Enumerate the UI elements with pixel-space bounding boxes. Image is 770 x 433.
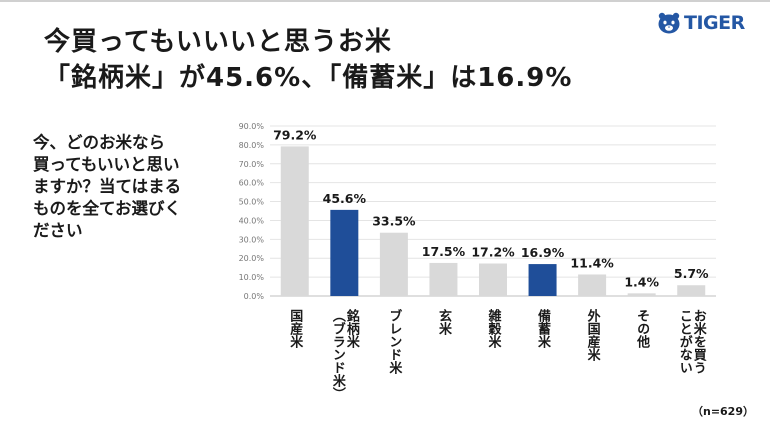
y-tick-label: 50.0% [239, 198, 265, 207]
bar-value-label: 5.7% [674, 266, 709, 281]
y-tick-label: 30.0% [239, 235, 265, 244]
bar-value-label: 16.9% [521, 245, 565, 260]
bar [578, 274, 607, 296]
bar-value-label: 17.2% [471, 245, 515, 260]
y-tick-label: 0.0% [244, 292, 265, 301]
question-line: 今、どのお米なら [33, 133, 165, 152]
category-label: 玄米 [436, 308, 452, 336]
bar [280, 146, 309, 296]
bar-value-label: 17.5% [422, 244, 466, 259]
y-tick-label: 70.0% [239, 160, 265, 169]
category-label: 雑穀米 [486, 308, 503, 349]
question-line: ますか？当てはまる [33, 177, 182, 196]
y-tick-label: 20.0% [239, 254, 265, 263]
bar [379, 232, 408, 296]
category-label: その他 [634, 309, 651, 349]
category-label: 銘柄米 [344, 308, 360, 349]
tiger-head-icon [658, 12, 680, 34]
bar-value-label: 11.4% [570, 255, 614, 270]
tiger-logo: TIGER [657, 11, 761, 35]
survey-question: 今、どのお米なら 買ってもいいと思い ますか？当てはまる ものを全てお選びく だ… [33, 132, 233, 242]
bar [528, 264, 557, 296]
category-label: 外国産米 [585, 308, 602, 362]
bar-value-label: 33.5% [372, 214, 416, 229]
category-label: お米を買う [691, 309, 707, 374]
bar-value-label: 1.4% [624, 274, 659, 289]
title-line-1: 今買ってもいいいと思うお米 [44, 27, 392, 57]
category-label: ことがない [677, 309, 693, 374]
bar [330, 209, 359, 296]
category-label: 備蓄米 [535, 308, 551, 349]
top-divider [0, 0, 770, 2]
bar [429, 262, 458, 296]
y-tick-label: 10.0% [239, 273, 265, 282]
y-tick-label: 90.0% [239, 122, 265, 131]
sample-size-note: （n=629） [691, 405, 754, 418]
category-label: ブレンド米 [386, 308, 402, 375]
bar-value-label: 79.2% [273, 127, 317, 142]
bar [479, 263, 507, 296]
title-line-2: 「銘柄米」が45.6%、「備蓄米」は16.9% [44, 63, 573, 93]
category-label: （ブランド米） [330, 309, 347, 400]
bar [677, 285, 706, 296]
y-tick-label: 60.0% [239, 179, 265, 188]
question-line: ものを全てお選びく [33, 199, 182, 218]
logo-text: TIGER [684, 12, 745, 34]
category-label: 国産米 [287, 309, 303, 349]
question-line: 買ってもいいと思い [33, 155, 180, 174]
bar [627, 293, 656, 296]
y-tick-label: 80.0% [239, 141, 265, 150]
page-title: 今買ってもいいいと思うお米 「銘柄米」が45.6%、「備蓄米」は16.9% [44, 24, 572, 96]
question-line: ださい [33, 221, 83, 240]
y-tick-label: 40.0% [239, 216, 265, 225]
bar-value-label: 45.6% [323, 191, 367, 206]
